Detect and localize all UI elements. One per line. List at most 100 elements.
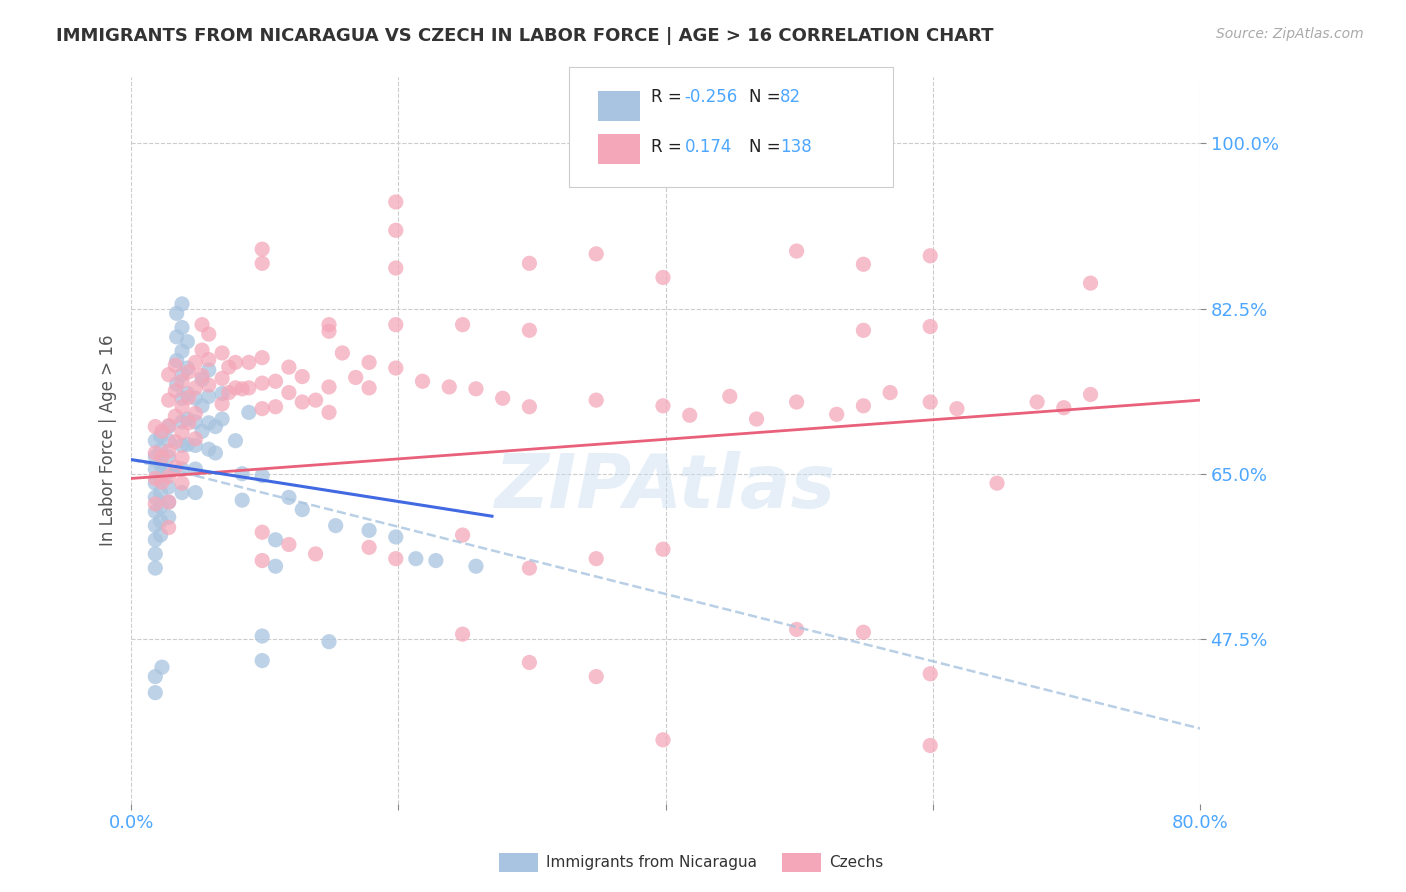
Point [385,530,408,544]
Point [250,553,273,567]
Point [197,327,219,342]
Point [157,465,180,479]
Point [157,368,180,382]
Point [231,467,253,481]
Point [197,378,219,392]
Point [224,355,246,369]
Point [250,468,273,483]
Point [946,401,969,416]
Point [166,330,188,344]
Point [920,319,942,334]
Point [211,412,233,426]
Point [176,412,198,426]
Point [197,363,219,377]
Point [165,434,187,449]
Point [149,458,172,472]
Text: N =: N = [749,137,786,155]
Point [170,438,193,452]
Point [150,660,173,674]
Point [143,476,166,491]
Point [318,318,340,332]
Point [170,374,193,388]
Point [211,386,233,401]
Text: 0.174: 0.174 [685,137,733,155]
Point [231,382,253,396]
Point [211,371,233,385]
Point [357,524,380,538]
Text: -0.256: -0.256 [685,87,738,105]
Point [176,386,198,401]
Point [170,485,193,500]
Text: R =: R = [651,137,688,155]
Point [150,475,173,490]
Point [157,419,180,434]
Point [318,380,340,394]
Point [652,732,675,747]
Point [451,627,474,641]
Point [357,381,380,395]
Point [879,385,901,400]
Point [451,318,474,332]
Point [176,334,198,349]
Point [786,395,808,409]
Point [191,318,214,332]
Point [250,654,273,668]
Point [191,399,214,413]
Point [165,384,187,398]
Point [143,434,166,448]
Point [250,242,273,256]
Point [197,416,219,430]
Text: ZIPAtlas: ZIPAtlas [495,451,837,524]
Point [170,344,193,359]
Point [277,385,299,400]
Point [492,391,515,405]
Point [170,462,193,476]
Point [143,419,166,434]
Point [250,256,273,270]
Point [852,323,875,337]
Point [184,406,207,420]
Point [149,528,172,542]
Point [143,547,166,561]
Point [652,399,675,413]
Point [184,391,207,405]
Point [318,324,340,338]
Point [519,561,541,575]
Point [465,559,488,574]
Point [519,400,541,414]
Point [250,376,273,391]
Point [519,256,541,270]
Point [166,377,188,392]
Point [184,355,207,369]
Point [1080,276,1102,290]
Point [157,450,180,464]
Point [852,625,875,640]
Point [149,443,172,458]
Point [149,429,172,443]
Point [344,370,367,384]
Point [425,553,447,567]
Point [211,346,233,360]
Point [184,381,207,395]
Point [157,520,180,534]
Point [385,260,408,275]
Point [385,551,408,566]
Point [439,380,461,394]
Point [465,382,488,396]
Text: Czechs: Czechs [830,855,884,870]
Point [191,424,214,438]
Point [165,358,187,372]
Point [177,390,200,404]
Point [585,551,607,566]
Point [277,537,299,551]
Point [170,425,193,440]
Point [150,424,173,438]
Point [304,393,326,408]
Point [825,407,848,421]
Point [149,471,172,485]
Point [385,361,408,376]
Point [170,476,193,491]
Point [176,361,198,376]
Point [238,355,260,369]
Point [786,244,808,258]
